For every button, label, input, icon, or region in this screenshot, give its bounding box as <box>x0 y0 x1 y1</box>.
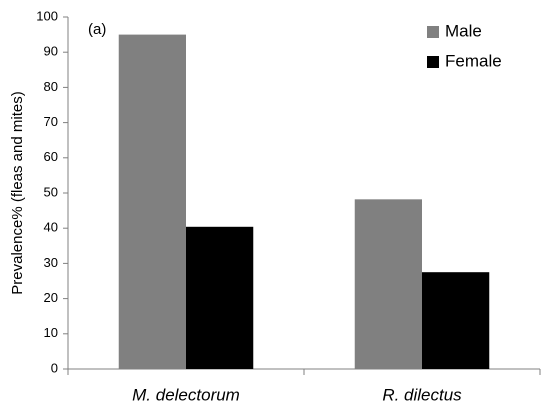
legend-label: Male <box>445 21 482 40</box>
legend-swatch <box>427 56 439 68</box>
bar <box>422 272 490 369</box>
y-tick-label: 80 <box>44 79 58 94</box>
y-tick-label: 60 <box>44 149 58 164</box>
y-tick-label: 100 <box>36 8 58 23</box>
bar <box>118 34 186 369</box>
y-axis-label: Prevalence% (fleas and mites) <box>9 91 26 294</box>
y-tick-label: 20 <box>44 290 58 305</box>
bar <box>186 226 254 369</box>
y-tick-label: 30 <box>44 255 58 270</box>
legend-label: Female <box>445 51 502 70</box>
y-tick-label: 40 <box>44 220 58 235</box>
annotation: (a) <box>88 21 106 38</box>
y-tick-label: 50 <box>44 184 58 199</box>
y-tick-label: 10 <box>44 325 58 340</box>
x-tick-label: R. dilectus <box>382 385 462 404</box>
y-tick-label: 90 <box>44 44 58 59</box>
legend-swatch <box>427 26 439 38</box>
y-tick-label: 70 <box>44 114 58 129</box>
y-tick-label: 0 <box>51 360 58 375</box>
bar <box>354 199 422 369</box>
x-tick-label: M. delectorum <box>132 385 240 404</box>
